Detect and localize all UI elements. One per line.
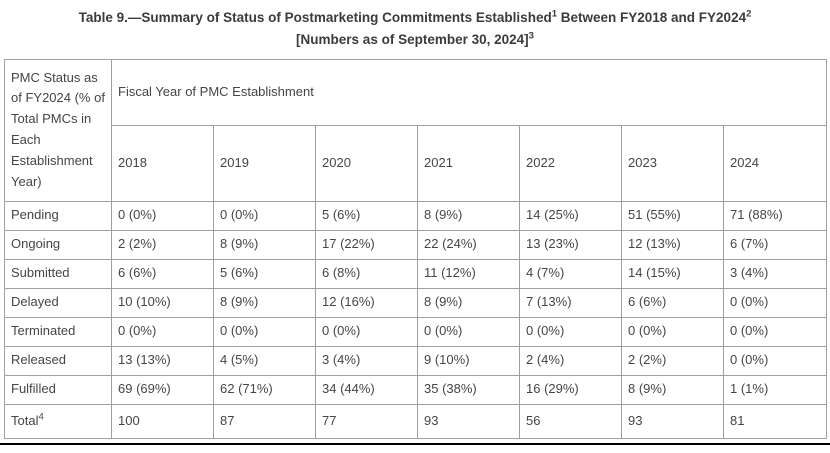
status-cell: 0 (0%): [111, 316, 214, 347]
status-cell: 8 (9%): [417, 287, 520, 318]
status-cell: 8 (9%): [213, 287, 316, 318]
table-row-fulfilled: Fulfilled 69 (69%) 62 (71%) 34 (44%) 35 …: [4, 374, 828, 405]
row-label: Released: [4, 345, 112, 376]
status-cell: 4 (7%): [519, 258, 622, 289]
column-group-header: Fiscal Year of PMC Establishment: [110, 58, 828, 126]
pmc-status-table: PMC Status as of FY2024 (% of Total PMCs…: [4, 58, 828, 439]
status-cell: 6 (8%): [315, 258, 418, 289]
status-cell: 0 (0%): [722, 316, 828, 347]
row-label: Delayed: [4, 287, 112, 318]
status-cell: 0 (0%): [621, 316, 724, 347]
status-cell: 69 (69%): [111, 374, 214, 405]
status-cell: 62 (71%): [213, 374, 316, 405]
status-cell: 51 (55%): [621, 200, 724, 231]
year-header-2018: 2018: [111, 124, 214, 202]
table-row-submitted: Submitted 6 (6%) 5 (6%) 6 (8%) 11 (12%) …: [4, 258, 828, 289]
footnote-ref-2: 2: [746, 8, 752, 20]
status-cell: 7 (13%): [519, 287, 622, 318]
title-text-2: Between FY2018 and FY2024: [557, 10, 747, 25]
row-label: Terminated: [4, 316, 112, 347]
status-cell: 5 (6%): [213, 258, 316, 289]
status-cell: 12 (16%): [315, 287, 418, 318]
table-row-ongoing: Ongoing 2 (2%) 8 (9%) 17 (22%) 22 (24%) …: [4, 229, 828, 260]
status-cell: 0 (0%): [519, 316, 622, 347]
status-cell: 0 (0%): [417, 316, 520, 347]
status-cell: 6 (6%): [111, 258, 214, 289]
year-header-2019: 2019: [213, 124, 316, 202]
row-label: Submitted: [4, 258, 112, 289]
status-cell: 14 (25%): [519, 200, 622, 231]
total-cell: 56: [519, 403, 622, 439]
total-cell: 93: [417, 403, 520, 439]
status-cell: 6 (7%): [722, 229, 828, 260]
table-title: Table 9.—Summary of Status of Postmarket…: [0, 7, 830, 29]
total-cell: 100: [111, 403, 214, 439]
status-cell: 0 (0%): [722, 345, 828, 376]
status-cell: 4 (5%): [213, 345, 316, 376]
total-row-label: Total4: [4, 403, 112, 439]
year-header-2020: 2020: [315, 124, 418, 202]
corner-header: PMC Status as of FY2024 (% of Total PMCs…: [4, 58, 112, 202]
status-cell: 14 (15%): [621, 258, 724, 289]
row-label: Ongoing: [4, 229, 112, 260]
total-cell: 93: [621, 403, 724, 439]
status-cell: 12 (13%): [621, 229, 724, 260]
status-cell: 10 (10%): [111, 287, 214, 318]
total-label-text: Total: [11, 412, 39, 428]
header-row-years: 2018 2019 2020 2021 2022 2023 2024: [5, 124, 828, 202]
status-cell: 6 (6%): [621, 287, 724, 318]
year-header-2022: 2022: [519, 124, 622, 202]
subtitle-text: [Numbers as of September 30, 2024]: [296, 32, 529, 48]
table-row-released: Released 13 (13%) 4 (5%) 3 (4%) 9 (10%) …: [4, 345, 828, 376]
status-cell: 3 (4%): [722, 258, 828, 289]
table-row-pending: Pending 0 (0%) 0 (0%) 5 (6%) 8 (9%) 14 (…: [4, 200, 828, 231]
status-cell: 0 (0%): [315, 316, 418, 347]
title-text: Table 9.—Summary of Status of Postmarket…: [78, 10, 552, 25]
row-label: Pending: [4, 200, 112, 231]
row-label: Fulfilled: [4, 374, 112, 405]
status-cell: 2 (2%): [621, 345, 724, 376]
total-cell: 87: [213, 403, 316, 439]
year-header-2024: 2024: [722, 124, 828, 202]
status-cell: 2 (2%): [111, 229, 214, 260]
status-cell: 22 (24%): [417, 229, 520, 260]
status-cell: 0 (0%): [213, 316, 316, 347]
status-cell: 11 (12%): [417, 258, 520, 289]
status-cell: 71 (88%): [722, 200, 828, 231]
status-cell: 0 (0%): [722, 287, 828, 318]
status-cell: 34 (44%): [315, 374, 418, 405]
status-cell: 9 (10%): [417, 345, 520, 376]
table-row-terminated: Terminated 0 (0%) 0 (0%) 0 (0%) 0 (0%) 0…: [4, 316, 828, 347]
status-cell: 8 (9%): [213, 229, 316, 260]
table-subtitle: [Numbers as of September 30, 2024]3: [0, 29, 830, 51]
status-cell: 8 (9%): [417, 200, 520, 231]
page-divider-rule: [0, 443, 830, 445]
table-row-delayed: Delayed 10 (10%) 8 (9%) 12 (16%) 8 (9%) …: [4, 287, 828, 318]
footnote-ref-4: 4: [38, 411, 44, 423]
table-title-block: Table 9.—Summary of Status of Postmarket…: [0, 0, 830, 52]
status-cell: 17 (22%): [315, 229, 418, 260]
status-cell: 3 (4%): [315, 345, 418, 376]
header-row-group: PMC Status as of FY2024 (% of Total PMCs…: [4, 58, 828, 202]
table-row-total: Total4 100 87 77 93 56 93 81: [4, 403, 828, 439]
footnote-ref-3: 3: [528, 30, 534, 42]
year-header-2021: 2021: [417, 124, 520, 202]
status-cell: 35 (38%): [417, 374, 520, 405]
status-cell: 0 (0%): [213, 200, 316, 231]
status-cell: 16 (29%): [519, 374, 622, 405]
status-cell: 13 (13%): [111, 345, 214, 376]
status-cell: 2 (4%): [519, 345, 622, 376]
status-cell: 13 (23%): [519, 229, 622, 260]
status-cell: 0 (0%): [111, 200, 214, 231]
status-cell: 8 (9%): [621, 374, 724, 405]
status-cell: 1 (1%): [722, 374, 828, 405]
footnote-ref-1: 1: [551, 8, 557, 20]
total-cell: 81: [722, 403, 828, 439]
year-header-2023: 2023: [621, 124, 724, 202]
total-cell: 77: [315, 403, 418, 439]
status-cell: 5 (6%): [315, 200, 418, 231]
